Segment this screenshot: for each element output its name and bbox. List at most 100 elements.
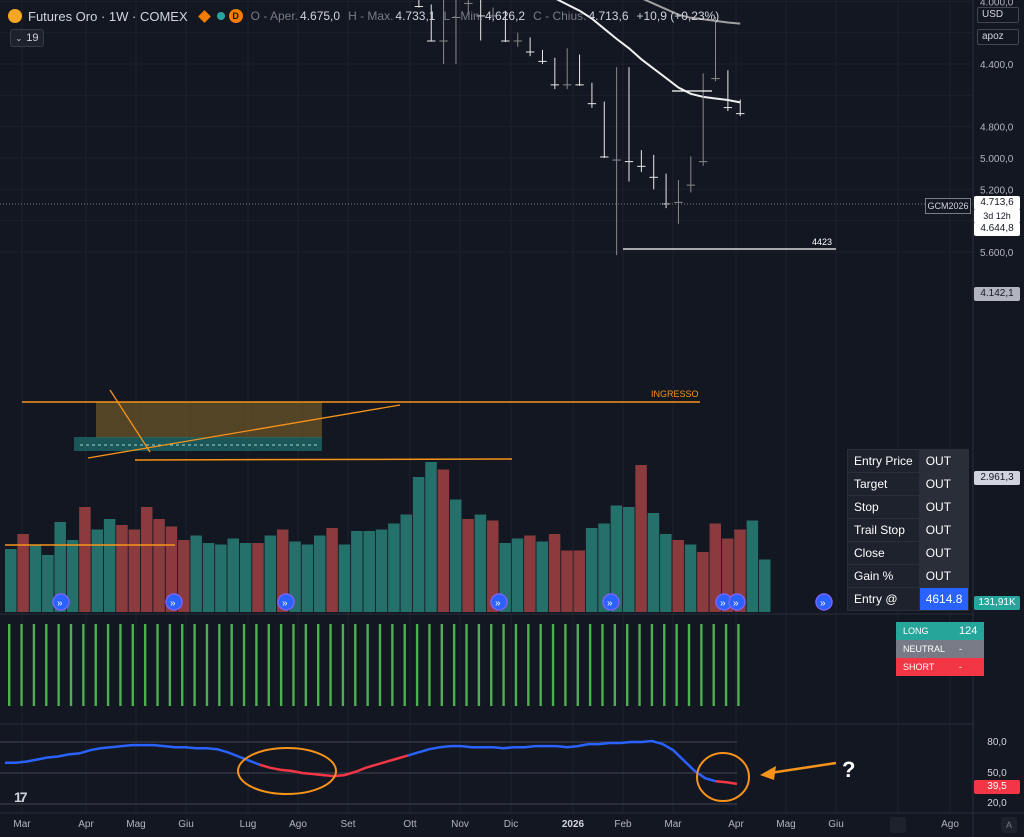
trendline-up[interactable] xyxy=(87,404,401,459)
event-marker-icon[interactable] xyxy=(277,593,295,611)
price-tick-label: 5.200,0 xyxy=(980,185,1014,196)
support-line[interactable] xyxy=(134,458,513,461)
volume-bar xyxy=(647,513,660,612)
signal-long-label: LONG xyxy=(896,622,953,640)
support-zone-box xyxy=(74,437,322,451)
volume-bar xyxy=(338,544,351,612)
contract-ticker-label: GCM2026 xyxy=(925,198,971,214)
event-arrow-icon: » xyxy=(57,598,63,609)
signal-bar xyxy=(663,624,666,706)
candle-body xyxy=(427,40,436,42)
consolidation-box xyxy=(96,402,322,438)
volume-bar xyxy=(635,465,647,612)
volume-bar xyxy=(610,505,623,612)
low-label: L - Min. xyxy=(443,9,484,23)
trendline-down[interactable] xyxy=(109,389,151,453)
signal-bar xyxy=(428,624,431,706)
event-arrow-icon: » xyxy=(720,598,726,609)
signal-bar xyxy=(354,624,357,706)
candle-body xyxy=(612,159,621,161)
signal-bar xyxy=(131,624,134,706)
currency-select[interactable]: USD xyxy=(977,7,1019,23)
countdown-tag: 3d 12h xyxy=(974,209,1020,223)
osc-lower-label: 20,0 xyxy=(987,798,1007,809)
strategy-info-table: Entry Price OUT Target OUT Stop OUT Trail Stop… xyxy=(847,449,970,611)
volume-bar xyxy=(400,514,413,612)
volume-bar xyxy=(116,525,128,612)
time-axis-label: Mag xyxy=(126,819,146,830)
event-marker-icon[interactable] xyxy=(602,593,620,611)
event-marker-icon[interactable] xyxy=(490,593,508,611)
tradingview-logo[interactable]: 17 xyxy=(14,789,28,805)
volume-bar xyxy=(746,520,759,612)
osc-circle-annotation[interactable] xyxy=(237,747,337,795)
volume-bar xyxy=(462,519,474,612)
signal-bar xyxy=(193,624,196,706)
event-arrow-icon: » xyxy=(607,598,613,609)
signal-bar xyxy=(156,624,159,706)
volume-bar xyxy=(239,543,252,612)
volume-value-tag: 131,91K xyxy=(974,596,1020,610)
current-price-tag: 4.713,6 xyxy=(974,196,1020,210)
info-row-value: OUT xyxy=(918,518,970,542)
time-axis-label: Ago xyxy=(289,819,307,830)
volume-bar xyxy=(412,477,425,612)
info-row: Entry Price OUT xyxy=(847,449,970,473)
candle-body xyxy=(723,107,733,109)
data-delayed-badge[interactable]: D xyxy=(228,9,243,23)
signal-bar xyxy=(675,624,678,706)
signal-neutral-label: NEUTRAL xyxy=(896,640,953,658)
volume-bar xyxy=(178,540,190,612)
event-marker-icon[interactable] xyxy=(52,593,70,611)
event-arrow-icon: » xyxy=(282,598,288,609)
scale-mode-select[interactable]: apoz xyxy=(977,29,1019,45)
gold-futures-icon xyxy=(8,9,22,23)
osc-line xyxy=(5,743,261,766)
signal-bar xyxy=(94,624,97,706)
volume-bar xyxy=(103,519,116,612)
event-arrow-icon: » xyxy=(733,598,739,609)
volume-bar xyxy=(314,535,326,612)
signal-bar xyxy=(205,624,209,706)
volume-bar xyxy=(227,538,239,612)
price-tick-label: 4.400,0 xyxy=(980,60,1014,71)
signal-bar xyxy=(465,624,468,706)
volume-bar xyxy=(660,534,672,612)
time-axis-label: Set xyxy=(340,819,356,830)
indicators-toggle-button[interactable]: ⌄ 19 xyxy=(10,29,44,47)
settings-button[interactable] xyxy=(890,817,906,833)
osc-end-circle-annotation[interactable] xyxy=(696,752,750,802)
price-tick-label: 4.800,0 xyxy=(980,123,1014,134)
info-row-value: OUT xyxy=(918,564,970,588)
arrow-annotation[interactable] xyxy=(769,761,837,775)
signal-bar xyxy=(82,624,85,706)
volume-bar xyxy=(79,507,91,612)
event-marker-icon[interactable] xyxy=(815,593,833,611)
signal-bar xyxy=(502,624,505,706)
signal-bar xyxy=(366,624,369,706)
candle-body xyxy=(563,84,572,86)
info-row: Stop OUT xyxy=(847,495,970,519)
symbol-title[interactable]: Futures Oro · 1W · COMEX xyxy=(28,8,188,24)
signal-bar xyxy=(32,624,36,706)
signal-bar xyxy=(551,624,555,706)
candle-body xyxy=(736,113,745,115)
high-value: 4.733,1 xyxy=(395,9,436,23)
signal-bar xyxy=(143,624,147,706)
favorite-diamond-icon[interactable] xyxy=(197,9,211,23)
auto-scale-button[interactable]: A xyxy=(1001,817,1017,833)
signal-bar xyxy=(687,624,691,706)
event-marker-icon[interactable] xyxy=(165,593,183,611)
market-status-icon xyxy=(216,12,225,20)
volume-bar xyxy=(252,543,264,612)
signal-bar xyxy=(613,624,617,706)
volume-bar xyxy=(5,549,17,612)
candle-body xyxy=(686,184,695,186)
time-axis-label: Mag xyxy=(776,819,796,830)
info-row: Close OUT xyxy=(847,541,970,565)
signal-bar xyxy=(45,624,48,706)
volume-bar xyxy=(128,529,141,612)
info-row: Target OUT xyxy=(847,472,970,496)
event-marker-icon[interactable] xyxy=(728,593,746,611)
